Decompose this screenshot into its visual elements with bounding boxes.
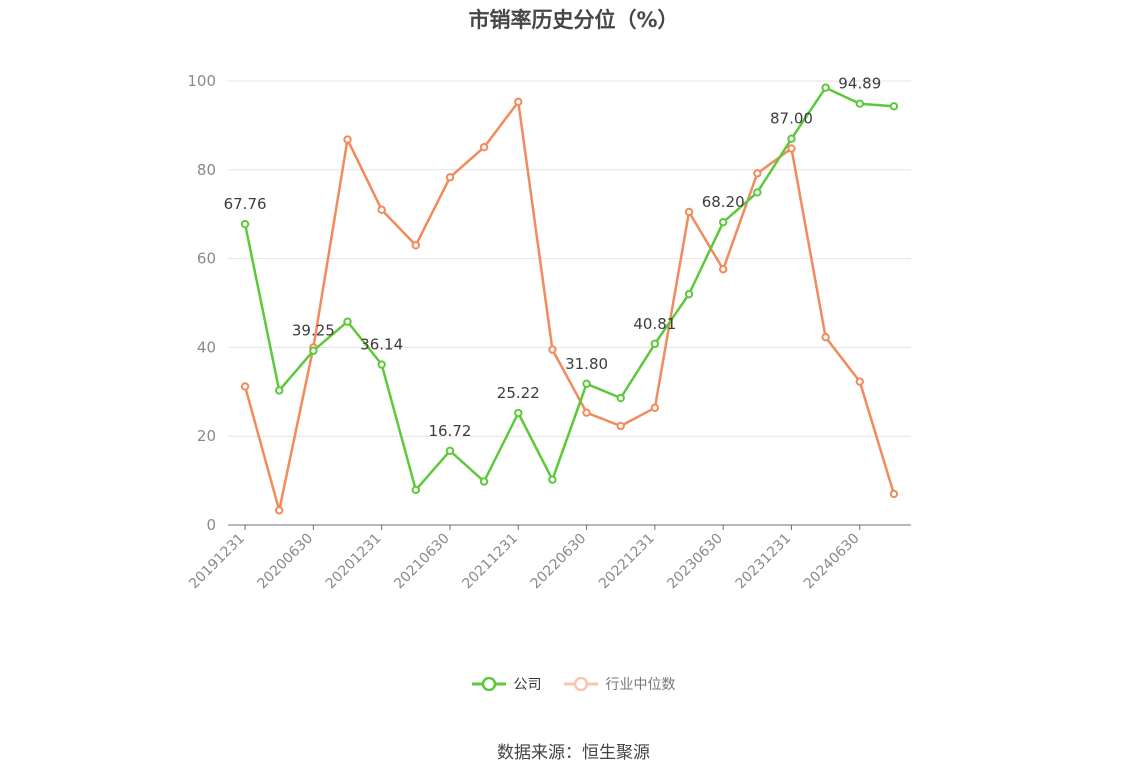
data-label: 31.80 <box>565 355 608 373</box>
legend-item-industry[interactable]: 行业中位数 <box>563 674 676 694</box>
company-data-point <box>753 188 762 197</box>
legend-industry-marker <box>563 677 598 691</box>
data-label: 94.89 <box>838 75 881 93</box>
data-label: 67.76 <box>224 195 267 213</box>
x-tick-label: 20221231 <box>596 531 658 593</box>
x-tick-label: 20191231 <box>186 531 248 593</box>
data-label: 40.81 <box>633 315 676 333</box>
industry-data-point <box>650 403 660 412</box>
company-series-line <box>243 86 894 492</box>
x-tick-label: 20231231 <box>733 531 795 593</box>
legend-industry-label: 行业中位数 <box>605 677 676 693</box>
company-data-point <box>650 339 660 349</box>
industry-data-point <box>479 142 489 152</box>
data-source: 数据来源：恒生聚源 <box>497 743 650 763</box>
y-tick-label: 100 <box>187 72 216 90</box>
legend-company-marker <box>471 677 506 691</box>
x-tick-label: 20200630 <box>254 531 316 593</box>
industry-data-point <box>445 173 455 182</box>
data-label: 25.22 <box>497 384 540 402</box>
industry-data-point <box>548 345 557 354</box>
x-tick-label: 20230630 <box>664 531 726 593</box>
company-data-point <box>889 102 899 111</box>
company-data-point <box>309 346 318 355</box>
company-data-point <box>684 289 694 299</box>
company-data-point <box>479 477 489 486</box>
company-data-point <box>855 99 864 108</box>
data-label: 16.72 <box>428 422 471 440</box>
x-tick-label: 20210630 <box>391 531 453 593</box>
data-label: 36.14 <box>360 336 403 354</box>
chart-title: 市销率历史分位（%） <box>468 8 679 32</box>
data-label: 87.00 <box>770 110 813 128</box>
y-tick-label: 40 <box>197 338 216 356</box>
legend-company-label: 公司 <box>513 677 542 693</box>
industry-data-point <box>411 241 421 250</box>
industry-data-point <box>889 489 899 499</box>
company-data-point <box>616 393 625 403</box>
x-tick-label: 20240630 <box>801 531 863 593</box>
company-data-point <box>821 83 830 92</box>
industry-data-point <box>275 506 284 515</box>
company-data-point <box>548 475 557 484</box>
data-label: 39.25 <box>292 322 335 340</box>
data-label: 68.20 <box>702 193 745 211</box>
industry-data-point <box>582 408 591 417</box>
industry-data-point <box>787 144 796 153</box>
company-data-point <box>514 408 523 418</box>
series-lines <box>240 83 899 515</box>
y-tick-label: 0 <box>206 516 216 534</box>
y-tick-label: 60 <box>197 250 216 268</box>
legend: 公司 行业中位数 <box>0 674 1147 694</box>
company-data-point <box>445 446 455 455</box>
industry-data-point <box>377 205 386 214</box>
x-tick-label: 20220630 <box>528 531 590 593</box>
industry-data-point <box>821 332 830 342</box>
company-data-point <box>787 134 796 143</box>
industry-data-point <box>718 265 728 274</box>
x-tick-label: 20201231 <box>323 531 385 593</box>
company-data-point <box>377 360 386 369</box>
legend-item-company[interactable]: 公司 <box>471 674 542 694</box>
industry-data-point <box>753 169 762 178</box>
company-data-point <box>275 386 284 395</box>
industry-data-point <box>684 207 694 217</box>
x-tick-label: 20211231 <box>459 531 521 593</box>
y-tick-label: 80 <box>197 161 216 179</box>
industry-series-line <box>243 100 896 512</box>
company-data-point <box>582 379 591 389</box>
industry-data-point <box>616 421 625 431</box>
company-data-point <box>343 317 352 326</box>
y-tick-label: 20 <box>197 427 216 445</box>
industry-data-point <box>855 377 864 386</box>
industry-data-point <box>240 382 250 391</box>
company-data-point <box>718 217 728 227</box>
data-labels: 67.76 39.25 36.14 16.72 25.22 31.80 40.81 68.20… <box>224 75 882 440</box>
company-data-point <box>240 219 250 229</box>
company-data-point <box>411 485 421 495</box>
industry-data-point <box>514 97 523 107</box>
industry-data-point <box>343 135 352 144</box>
